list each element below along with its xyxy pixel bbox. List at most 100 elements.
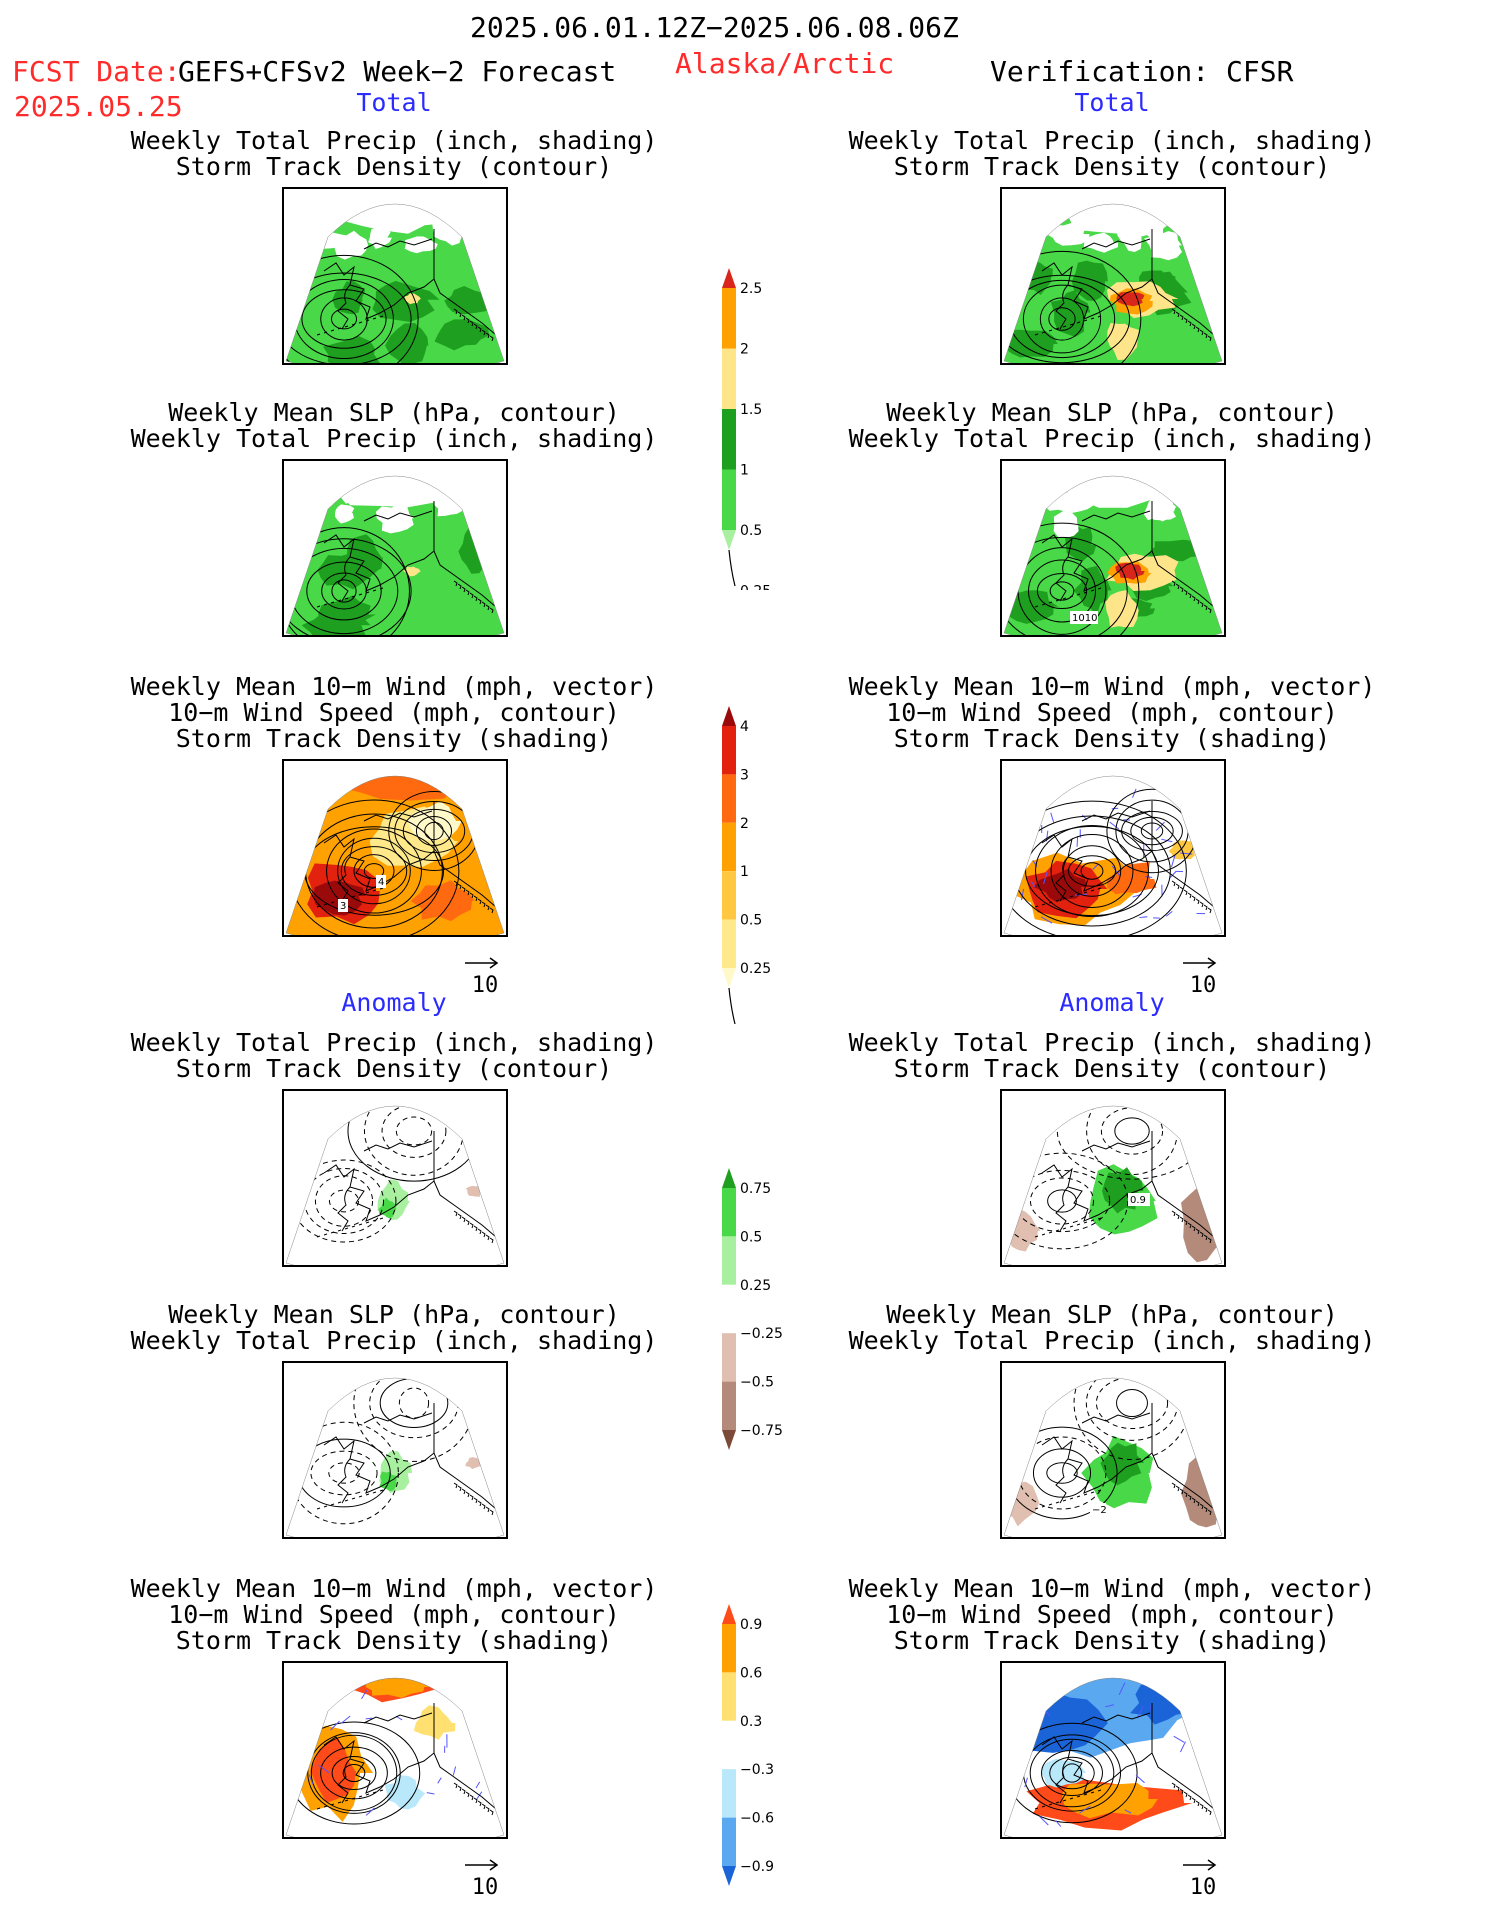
colorbar-tick-label: 0.9	[740, 1617, 762, 1633]
shading-region	[1080, 232, 1119, 253]
shading-region	[465, 1457, 483, 1470]
map-anom-slp-precip-forecast	[282, 1361, 508, 1539]
colorbar-swatch	[722, 774, 736, 823]
colorbar-tick-label: 0.5	[740, 913, 762, 929]
contour-label: 0.9	[1130, 1195, 1146, 1206]
coastline	[316, 501, 497, 614]
colorbar-tick-label: 1.5	[740, 402, 762, 418]
map-anom-precip-storm-verification: 0.9	[1000, 1089, 1226, 1267]
shading-region	[1058, 489, 1093, 513]
colorbar-svg: 2.5 2 1.5 1 0.5 0.25	[722, 268, 771, 600]
colorbar-swatch	[722, 1333, 736, 1382]
colorbar-tick-label: −0.75	[740, 1423, 783, 1439]
colorbar-tick-label: 0.5	[740, 523, 762, 539]
title-l4-b: Storm Track Density (contour)	[175, 1054, 613, 1083]
arrow-right-icon	[465, 1859, 499, 1871]
contour-label: 4	[378, 877, 384, 888]
shading-region	[1107, 323, 1139, 360]
coastline	[1034, 801, 1215, 914]
contour-label: 3	[340, 901, 346, 912]
title-l3-b: 10−m Wind Speed (mph, contour)	[168, 698, 620, 727]
map-svg	[1003, 1677, 1223, 1837]
colorbar-tick-label: −0.9	[740, 1859, 774, 1875]
shading-region	[365, 1678, 431, 1698]
shading-region	[1004, 329, 1058, 358]
colorbar-tick-label: 0.5	[740, 1229, 762, 1245]
verification-title: Verification: CFSR	[990, 55, 1294, 88]
title-l5-b: Weekly Total Precip (inch, shading)	[130, 1326, 658, 1355]
colorbar-swatch	[722, 822, 736, 872]
shading-region	[1144, 231, 1182, 261]
colorbar-tick-label: 0.25	[740, 1278, 771, 1294]
colorbar-storm-anom: 0.9 0.6 0.3 −0.3 −0.6 −0.9	[720, 1604, 810, 1925]
section-total-right: Total	[1074, 88, 1150, 117]
colorbar-swatch	[722, 726, 736, 775]
colorbar-swatch	[722, 409, 736, 470]
shading-region	[376, 503, 414, 534]
title-r1-a: Weekly Total Precip (inch, shading)	[848, 126, 1376, 155]
title-l6-c: Storm Track Density (shading)	[175, 1626, 613, 1655]
colorbar-swatch	[722, 1236, 736, 1285]
coastline	[316, 1403, 497, 1516]
colorbar-swatch	[722, 268, 736, 288]
colorbar-swatch	[722, 968, 736, 988]
colorbar-tick-label: 0.25	[740, 961, 771, 977]
colorbar-swatch	[722, 1624, 736, 1673]
colorbar-swatch	[722, 1720, 736, 1770]
shading-region	[1053, 510, 1079, 538]
reference-vector-label: 10	[471, 973, 499, 998]
title-r6-a: Weekly Mean 10−m Wind (mph, vector)	[848, 1574, 1376, 1603]
title-r4-b: Storm Track Density (contour)	[893, 1054, 1331, 1083]
model-title: GEFS+CFSv2 Week−2 Forecast	[178, 55, 617, 88]
colorbar-swatch	[722, 288, 736, 349]
colorbar-storm-total: 4 3 2 1 0.5 0.25	[720, 706, 810, 1032]
shading-region	[444, 286, 499, 315]
colorbar-swatch	[722, 871, 736, 920]
title-l1-a: Weekly Total Precip (inch, shading)	[130, 126, 658, 155]
shading-region	[335, 504, 355, 524]
shading-region	[332, 281, 366, 315]
reference-vector-label: 10	[1189, 973, 1217, 998]
colorbar-tick-label: 1	[740, 463, 749, 479]
colorbar-swatch	[722, 1168, 736, 1188]
colorbar-swatch	[722, 530, 736, 550]
shading-region	[1046, 223, 1090, 246]
title-l6-a: Weekly Mean 10−m Wind (mph, vector)	[130, 1574, 658, 1603]
map-svg	[1003, 203, 1223, 363]
shading-region	[1100, 1442, 1145, 1486]
colorbar-tick-label: −0.3	[740, 1762, 774, 1778]
period-title: 2025.06.01.12Z−2025.06.08.06Z	[470, 11, 959, 44]
shading-region	[1050, 290, 1091, 337]
colorbar-precip-anom: 0.75 0.5 0.25 −0.25 −0.5 −0.75	[720, 1168, 810, 1494]
shading-region	[318, 595, 376, 635]
colorbar-svg: 4 3 2 1 0.5 0.25	[722, 706, 771, 1025]
map-svg	[285, 1677, 505, 1837]
colorbar-tick-label: 2	[740, 342, 749, 358]
map-total-precip-storm-verification	[1000, 187, 1226, 365]
map-anom-slp-precip-verification: −2	[1000, 1361, 1226, 1539]
title-r1-b: Storm Track Density (contour)	[893, 152, 1331, 181]
colorbar-tick-label: 0.6	[740, 1665, 762, 1681]
fcst-date-label: FCST Date:	[12, 55, 181, 88]
map-svg: 0.9	[1003, 1105, 1223, 1265]
map-svg	[285, 203, 505, 363]
map-anom-wind-storm-verification	[1000, 1661, 1226, 1839]
coastline	[1034, 1403, 1215, 1516]
map-svg	[285, 1105, 505, 1265]
colorbar-svg: 0.9 0.6 0.3 −0.3 −0.6 −0.9	[722, 1604, 774, 1886]
arrow-right-icon	[1183, 957, 1217, 969]
map-total-slp-precip-verification: 1010	[1000, 459, 1226, 637]
colorbar-swatch	[722, 1430, 736, 1450]
arrow-right-icon	[1183, 1859, 1217, 1871]
reference-vector-label: 10	[471, 1875, 499, 1900]
title-l2-b: Weekly Total Precip (inch, shading)	[130, 424, 658, 453]
coastline	[316, 1131, 497, 1244]
map-svg	[285, 1377, 505, 1537]
title-r5-a: Weekly Mean SLP (hPa, contour)	[886, 1300, 1338, 1329]
colorbar-swatch	[722, 469, 736, 530]
map-total-precip-storm-forecast	[282, 187, 508, 365]
title-l5-a: Weekly Mean SLP (hPa, contour)	[168, 1300, 620, 1329]
colorbar-swatch	[722, 1769, 736, 1818]
shading-region	[379, 1471, 397, 1492]
